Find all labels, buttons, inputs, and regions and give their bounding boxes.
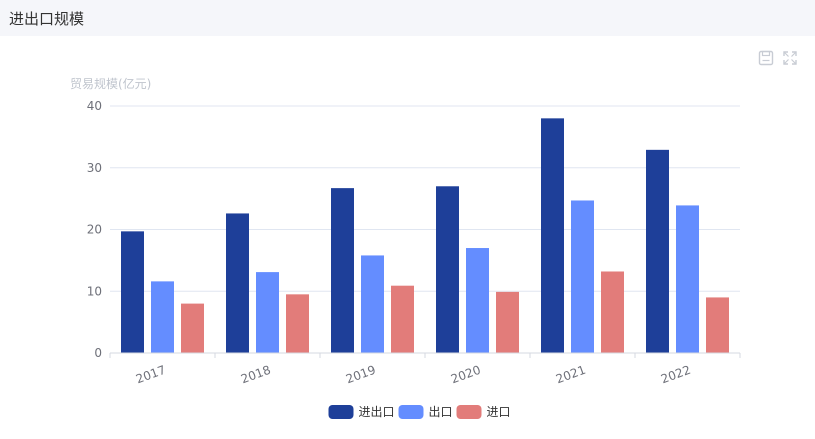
bar-2020-series-2[interactable] <box>496 291 519 353</box>
x-tick-label: 2021 <box>554 363 587 387</box>
bar-2017-series-2[interactable] <box>181 303 204 353</box>
panel-header: 进出口规模 <box>0 0 815 36</box>
bar-2019-series-0[interactable] <box>331 188 354 353</box>
legend-label: 进口 <box>487 405 511 419</box>
bar-2022-series-0[interactable] <box>646 149 669 353</box>
legend-swatch <box>456 405 482 419</box>
bar-2021-series-1[interactable] <box>571 200 594 353</box>
legend-item-2[interactable]: 进口 <box>456 405 511 419</box>
bar-2021-series-0[interactable] <box>541 118 564 353</box>
y-tick-label: 40 <box>87 99 102 113</box>
bar-2017-series-1[interactable] <box>151 281 174 353</box>
y-axis-ticks: 0 10 20 30 40 <box>87 99 102 360</box>
bars <box>121 118 729 353</box>
x-tick-label: 2022 <box>659 363 692 387</box>
x-tick-label: 2019 <box>344 363 377 387</box>
x-axis <box>109 352 741 358</box>
legend: 进出口 出口 进口 <box>328 405 511 419</box>
bar-2018-series-2[interactable] <box>286 294 309 353</box>
legend-swatch <box>328 405 354 419</box>
legend-swatch <box>398 405 424 419</box>
bar-2019-series-2[interactable] <box>391 285 414 353</box>
bar-2019-series-1[interactable] <box>361 255 384 353</box>
y-axis-label: 贸易规模(亿元) <box>70 76 151 91</box>
legend-label: 出口 <box>429 405 453 419</box>
y-tick-label: 0 <box>94 346 102 360</box>
bar-2021-series-2[interactable] <box>601 271 624 353</box>
bar-2017-series-0[interactable] <box>121 231 144 353</box>
bar-2018-series-1[interactable] <box>256 272 279 353</box>
y-tick-label: 20 <box>87 223 102 237</box>
fullscreen-icon[interactable] <box>781 49 799 67</box>
legend-label: 进出口 <box>359 405 395 419</box>
y-tick-label: 30 <box>87 161 102 175</box>
x-tick-label: 2020 <box>449 363 482 387</box>
save-image-icon[interactable] <box>757 49 775 67</box>
panel-title: 进出口规模 <box>9 9 85 28</box>
bar-2020-series-1[interactable] <box>466 248 489 353</box>
x-tick-label: 2017 <box>134 363 167 387</box>
x-axis-ticks: 2017 2018 2019 2020 2021 2022 <box>134 363 692 387</box>
grid-lines <box>110 105 740 292</box>
y-tick-label: 10 <box>87 284 102 298</box>
legend-item-0[interactable]: 进出口 <box>328 405 395 419</box>
chart-toolbox <box>757 49 799 67</box>
legend-item-1[interactable]: 出口 <box>398 405 453 419</box>
bar-2018-series-0[interactable] <box>226 213 249 353</box>
bar-2022-series-2[interactable] <box>706 297 729 353</box>
bar-2022-series-1[interactable] <box>676 205 699 353</box>
x-tick-label: 2018 <box>239 363 272 387</box>
bar-2020-series-0[interactable] <box>436 186 459 353</box>
